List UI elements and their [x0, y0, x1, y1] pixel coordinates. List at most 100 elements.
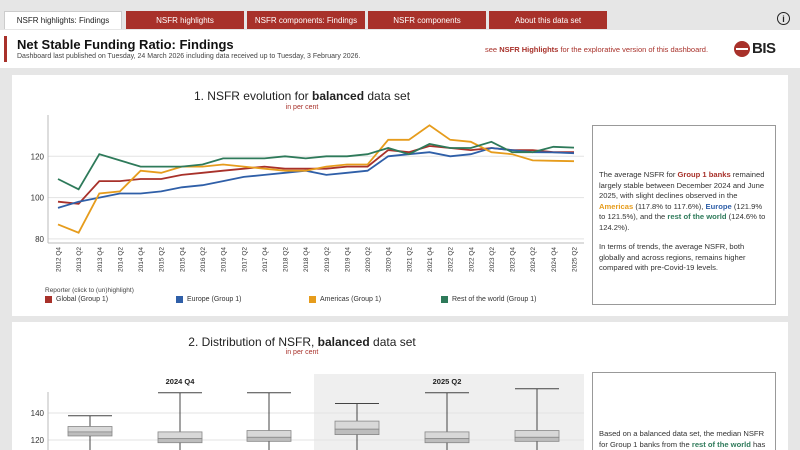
tab-nsfr-highlights[interactable]: NSFR highlights	[126, 11, 244, 29]
text-rest-of-world-highlight: rest of the world	[667, 212, 727, 221]
tab-nsfr-highlights-findings[interactable]: NSFR highlights: Findings	[4, 11, 122, 29]
nsfr-findings-text: The average NSFR for Group 1 banks remai…	[592, 125, 776, 305]
x-tick-label: 2023 Q4	[510, 247, 517, 272]
group-label: 2024 Q4	[166, 377, 196, 386]
y-tick-label: 100	[31, 194, 45, 203]
nsfr-highlights-link[interactable]: NSFR Highlights	[499, 45, 559, 54]
x-tick-label: 2017 Q4	[262, 247, 269, 272]
text-seg: has	[750, 439, 766, 449]
nsfr-distribution-panel: 2. Distribution of NSFR, balanced data s…	[12, 322, 788, 450]
x-tick-label: 2015 Q4	[179, 247, 186, 272]
chart2-title-post: data set	[369, 335, 416, 349]
legend-label-rest-of-world: Rest of the world (Group 1)	[452, 296, 537, 303]
box-upper-quartile[interactable]	[424, 431, 470, 440]
box-lower-quartile[interactable]	[246, 436, 292, 442]
box-upper-quartile[interactable]	[334, 420, 380, 430]
y-tick-label: 80	[35, 235, 44, 244]
x-tick-label: 2019 Q2	[324, 247, 331, 272]
legend-swatch-global	[45, 296, 52, 303]
text-americas-highlight: Americas	[599, 201, 634, 211]
series-line-europe[interactable]	[57, 147, 575, 209]
distribution-findings-text: Based on a balanced data set, the median…	[592, 372, 776, 450]
x-tick-label: 2020 Q4	[386, 247, 393, 272]
box-lower-quartile[interactable]	[334, 428, 380, 435]
box-lower-quartile[interactable]	[424, 438, 470, 444]
box-lower-quartile[interactable]	[514, 436, 560, 442]
legend-label-europe: Europe (Group 1)	[187, 296, 242, 303]
box-upper-quartile[interactable]	[67, 426, 113, 433]
legend-swatch-europe	[176, 296, 183, 303]
tab-nsfr-components-findings[interactable]: NSFR components: Findings	[247, 11, 365, 29]
x-tick-label: 2024 Q2	[530, 247, 537, 272]
page-title: Net Stable Funding Ratio: Findings	[17, 37, 234, 52]
header-accent-bar	[4, 36, 7, 62]
text-rest-of-world-highlight: rest of the world	[691, 439, 751, 449]
x-tick-label: 2021 Q4	[427, 247, 434, 272]
x-tick-label: 2025 Q2	[572, 247, 579, 272]
nsfr-box-chart[interactable]: 120 140 2024 Q4 2025 Q2	[12, 322, 592, 450]
explorative-version-note: see NSFR Highlights for the explorative …	[485, 45, 708, 54]
findings-paragraph-1: The average NSFR for Group 1 banks remai…	[599, 170, 769, 233]
tab-nsfr-components[interactable]: NSFR components	[368, 11, 486, 29]
chart1-title-post: data set	[364, 89, 411, 103]
text-europe-highlight: Europe	[705, 201, 732, 211]
text-seg: The average NSFR for	[599, 170, 678, 179]
box-lower-quartile[interactable]	[67, 431, 113, 437]
x-tick-label: 2013 Q4	[97, 247, 104, 272]
x-tick-label: 2018 Q2	[283, 247, 290, 272]
legend-label-americas: Americas (Group 1)	[320, 296, 382, 303]
legend-item-americas[interactable]: Americas (Group 1)	[309, 296, 381, 303]
distribution-paragraph-1: Based on a balanced data set, the median…	[599, 429, 769, 450]
box-upper-quartile[interactable]	[157, 431, 203, 440]
chart2-title-bold: balanced	[317, 335, 370, 349]
x-tick-label: 2019 Q4	[344, 247, 351, 272]
chart2-title: 2. Distribution of NSFR, balanced data s…	[12, 335, 592, 349]
x-tick-label: 2017 Q2	[241, 247, 248, 272]
x-tick-label: 2016 Q2	[200, 247, 207, 272]
chart1-title: 1. NSFR evolution for balanced data set	[12, 89, 592, 103]
legend-item-global[interactable]: Global (Group 1)	[45, 296, 108, 303]
bis-logo-icon	[734, 40, 750, 57]
box-lower-quartile[interactable]	[157, 438, 203, 444]
box-upper-quartile[interactable]	[246, 430, 292, 438]
nsfr-line-chart[interactable]: 80 100 120 2012 Q4 2013 Q2 2013 Q4 2014 Q2 2014…	[12, 75, 592, 287]
page-subtitle: Dashboard last published on Tuesday, 24 …	[17, 53, 361, 60]
nsfr-evolution-panel: 1. NSFR evolution for balanced data set …	[12, 75, 788, 316]
bis-logo-text: BIS	[752, 40, 776, 57]
y-tick-label: 140	[31, 409, 45, 418]
chart2-title-pre: 2. Distribution of NSFR,	[188, 335, 318, 349]
legend-swatch-rest-of-world	[441, 296, 448, 303]
text-seg: remained largely stable between December…	[599, 170, 765, 200]
y-tick-label: 120	[31, 436, 45, 445]
text-seg: (117.8% to 117.6%),	[633, 201, 706, 211]
findings-paragraph-2: In terms of trends, the average NSFR, bo…	[599, 242, 746, 272]
tab-bar: NSFR highlights: Findings NSFR highlight…	[0, 0, 800, 30]
x-tick-label: 2014 Q2	[117, 247, 124, 272]
chart1-unit: in per cent	[285, 104, 319, 111]
x-tick-label: 2022 Q2	[448, 247, 455, 272]
box-upper-quartile[interactable]	[514, 430, 560, 438]
legend-swatch-americas	[309, 296, 316, 303]
text-seg: Based on a balanced data set, the median…	[599, 429, 765, 449]
legend-label-global: Global (Group 1)	[56, 296, 109, 303]
x-tick-label: 2013 Q2	[76, 247, 83, 272]
series-line-rest-of-world[interactable]	[57, 140, 575, 191]
text-seg: (121.9% to 121.5%), and the	[599, 201, 763, 222]
chart1-title-pre: 1. NSFR evolution for	[193, 89, 312, 103]
x-tick-label: 2014 Q4	[138, 247, 145, 272]
text-seg: (124.6% to 124.2%).	[599, 212, 766, 232]
legend-item-rest-of-world[interactable]: Rest of the world (Group 1)	[441, 296, 536, 303]
series-line-americas[interactable]	[57, 124, 575, 234]
note-suffix: for the explorative version of this dash…	[558, 45, 709, 54]
x-tick-label: 2016 Q4	[221, 247, 228, 272]
bis-logo[interactable]: BIS	[734, 40, 776, 57]
info-icon[interactable]: i	[777, 12, 790, 25]
y-tick-label: 120	[31, 152, 45, 161]
legend-item-europe[interactable]: Europe (Group 1)	[176, 296, 241, 303]
x-tick-label: 2020 Q2	[365, 247, 372, 272]
chart2-unit: in per cent	[285, 349, 319, 356]
x-tick-label: 2015 Q2	[159, 247, 166, 272]
text-group1-highlight: Group 1 banks	[677, 170, 731, 179]
tab-about-data-set[interactable]: About this data set	[489, 11, 607, 29]
x-tick-label: 2022 Q4	[468, 247, 475, 272]
